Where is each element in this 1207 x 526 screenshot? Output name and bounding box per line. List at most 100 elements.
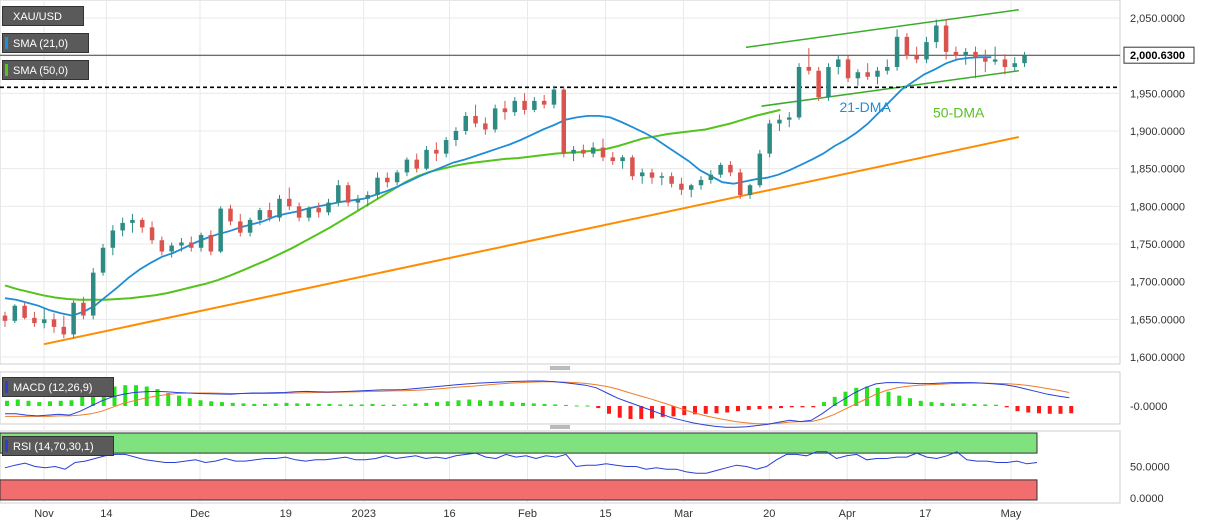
macd-histogram-bar [875, 387, 880, 406]
macd-histogram-bar [542, 403, 547, 406]
candle-body [992, 59, 998, 62]
candle-body [100, 247, 106, 273]
candle [228, 204, 233, 226]
candle-body [443, 140, 449, 154]
candle [336, 179, 341, 207]
candle-body [22, 305, 27, 318]
candle [159, 236, 165, 256]
candle [571, 146, 576, 162]
candle-body [483, 123, 488, 130]
macd-histogram-bar [101, 389, 106, 406]
macd-histogram-bar [779, 406, 783, 409]
price-tick-label: 1,950.0000 [1130, 88, 1185, 100]
candle [904, 33, 910, 60]
sma21-legend-label: SMA (21,0) [13, 38, 69, 50]
candle-body [669, 176, 674, 184]
candle-body [149, 227, 155, 241]
candle [130, 213, 135, 233]
macd-histogram-bar [994, 404, 998, 406]
candle-body [424, 149, 429, 169]
candle [502, 100, 508, 120]
candle [983, 49, 988, 73]
candle-body [296, 206, 302, 218]
price-tick-label: 1,800.0000 [1130, 201, 1185, 213]
candle-body [924, 42, 929, 60]
candle [777, 114, 782, 131]
macd-swatch [5, 381, 8, 393]
candle-body [130, 219, 135, 223]
sma50-legend[interactable]: SMA (50,0) [2, 60, 89, 80]
candle-body [600, 147, 606, 158]
candle [885, 59, 890, 75]
candle-body [198, 234, 204, 248]
candle-body [385, 177, 390, 183]
time-tick-label: Apr [839, 508, 856, 520]
candle-body [934, 25, 939, 43]
rsi-overbought-zone [0, 432, 1038, 454]
time-tick-label: 19 [280, 508, 292, 520]
candle-body [610, 157, 616, 162]
macd-histogram-bar [177, 395, 181, 406]
price-tick-label: 1,850.0000 [1130, 164, 1185, 176]
candle-body [737, 172, 743, 196]
candle [12, 304, 18, 324]
candle-body [914, 55, 919, 60]
candle-body [865, 72, 870, 77]
macd-histogram-bar [607, 406, 611, 414]
time-tick-label: 16 [443, 508, 455, 520]
macd-histogram-bar [585, 405, 590, 407]
macd-histogram-bar [703, 406, 708, 414]
macd-line [5, 380, 1070, 428]
candle-body [855, 72, 861, 79]
macd-histogram-bar [456, 400, 461, 406]
macd-histogram-bar [359, 404, 364, 406]
candle [306, 206, 312, 222]
candle [257, 207, 263, 226]
candle [973, 46, 978, 79]
candle-body [169, 245, 174, 252]
candle-body [904, 36, 910, 56]
candle-body [277, 198, 282, 218]
candle-body [816, 70, 821, 98]
macd-histogram-bar [660, 406, 665, 417]
sma21-legend[interactable]: SMA (21,0) [2, 33, 89, 53]
candle [414, 153, 419, 173]
candle [394, 170, 400, 186]
grid [0, 0, 1121, 504]
candle-body [875, 70, 880, 77]
candle [943, 19, 949, 60]
macd-histogram-bar [80, 396, 85, 406]
candle-body [267, 210, 272, 218]
price-tick-label: 1,700.0000 [1130, 277, 1185, 289]
macd-histogram-bar [166, 393, 171, 406]
candle-body [228, 208, 233, 222]
macd-histogram-bar [15, 399, 20, 406]
candle-body [659, 176, 665, 178]
candle-body [885, 66, 890, 71]
candle-body [688, 185, 694, 190]
candle-body [581, 149, 586, 154]
macd-legend[interactable]: MACD (12,26,9) [2, 377, 114, 397]
macd-histogram-bar [134, 385, 138, 406]
macd-histogram-bar [1058, 406, 1063, 414]
macd-histogram-bar [521, 402, 525, 406]
macd-histogram-bar [306, 403, 310, 406]
candle [747, 183, 753, 199]
candle-body [747, 185, 753, 196]
candle-body [708, 174, 714, 180]
symbol-legend[interactable]: XAU/USD [2, 6, 84, 26]
candle [316, 202, 321, 218]
candle-body [1022, 55, 1027, 64]
macd-histogram-bar [220, 402, 224, 406]
macd-histogram-bar [402, 404, 407, 406]
time-tick-label: Feb [518, 508, 537, 520]
rsi-legend[interactable]: RSI (14,70,30,1) [2, 436, 114, 456]
candle-body [718, 164, 723, 175]
macd-histogram-bar [671, 406, 676, 417]
candle-body [32, 317, 37, 324]
candle [326, 198, 331, 216]
macd-histogram-bar [1004, 406, 1009, 408]
candle-body [502, 108, 508, 113]
candle [100, 244, 106, 276]
